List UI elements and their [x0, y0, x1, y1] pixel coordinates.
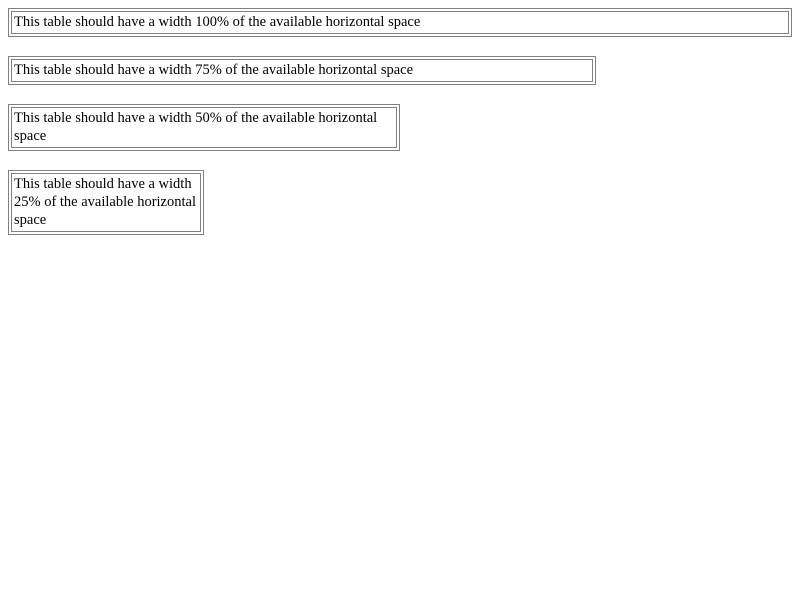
- table-width-25: This table should have a width 25% of th…: [8, 170, 204, 235]
- table-width-100: This table should have a width 100% of t…: [8, 8, 792, 37]
- table-cell: This table should have a width 100% of t…: [11, 11, 789, 34]
- table-row: This table should have a width 100% of t…: [11, 11, 789, 34]
- table-cell: This table should have a width 50% of th…: [11, 107, 397, 148]
- table-cell: This table should have a width 75% of th…: [11, 59, 593, 82]
- table-cell: This table should have a width 25% of th…: [11, 173, 201, 232]
- table-width-75: This table should have a width 75% of th…: [8, 56, 596, 85]
- table-row: This table should have a width 25% of th…: [11, 173, 201, 232]
- page-content: This table should have a width 100% of t…: [0, 0, 800, 262]
- table-row: This table should have a width 50% of th…: [11, 107, 397, 148]
- table-width-50: This table should have a width 50% of th…: [8, 104, 400, 151]
- table-row: This table should have a width 75% of th…: [11, 59, 593, 82]
